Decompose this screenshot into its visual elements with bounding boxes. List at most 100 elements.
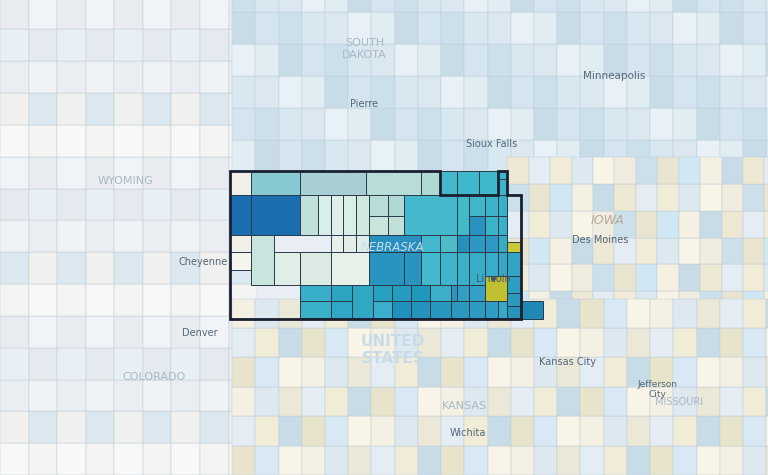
- Bar: [743, 416, 766, 446]
- Bar: [657, 210, 679, 238]
- Bar: [511, 108, 534, 140]
- Bar: [766, 387, 768, 416]
- Bar: [348, 140, 372, 171]
- Bar: [507, 252, 521, 276]
- Bar: [229, 0, 257, 29]
- Bar: [331, 252, 369, 301]
- Bar: [232, 328, 256, 358]
- Bar: [86, 61, 114, 93]
- Bar: [200, 252, 229, 284]
- Bar: [550, 184, 571, 210]
- Bar: [507, 238, 528, 265]
- Bar: [440, 195, 457, 235]
- Bar: [488, 108, 511, 140]
- Text: Sioux Falls: Sioux Falls: [465, 140, 517, 150]
- Text: Minneapolis: Minneapolis: [583, 71, 646, 81]
- Bar: [57, 284, 86, 316]
- Bar: [550, 157, 571, 184]
- Bar: [171, 61, 200, 93]
- Bar: [372, 299, 395, 328]
- Bar: [171, 157, 200, 189]
- Bar: [457, 235, 469, 252]
- Bar: [256, 328, 279, 358]
- Bar: [604, 299, 627, 328]
- Bar: [457, 301, 469, 318]
- Bar: [325, 416, 348, 446]
- Bar: [372, 12, 395, 44]
- Bar: [743, 0, 766, 12]
- Bar: [441, 416, 465, 446]
- Bar: [57, 380, 86, 411]
- Bar: [720, 0, 743, 12]
- Bar: [300, 301, 331, 318]
- Text: Lincoln: Lincoln: [475, 274, 510, 284]
- Bar: [720, 108, 743, 140]
- Bar: [521, 301, 543, 319]
- Text: Kansas City: Kansas City: [539, 357, 597, 367]
- Bar: [679, 265, 700, 291]
- Bar: [421, 252, 440, 285]
- Bar: [498, 301, 507, 318]
- Bar: [418, 328, 441, 358]
- Bar: [28, 93, 57, 125]
- Bar: [743, 76, 766, 108]
- Bar: [279, 328, 302, 358]
- Bar: [764, 184, 768, 210]
- Bar: [720, 446, 743, 475]
- Bar: [441, 76, 465, 108]
- Bar: [229, 252, 257, 284]
- Bar: [604, 0, 627, 12]
- Bar: [369, 235, 421, 285]
- Bar: [0, 189, 28, 220]
- Bar: [57, 348, 86, 380]
- Bar: [171, 380, 200, 411]
- Bar: [114, 316, 143, 348]
- Bar: [366, 171, 421, 195]
- Bar: [232, 140, 256, 171]
- Bar: [764, 291, 768, 318]
- Bar: [229, 29, 257, 61]
- Bar: [697, 328, 720, 358]
- Bar: [325, 76, 348, 108]
- Bar: [679, 238, 700, 265]
- Bar: [604, 76, 627, 108]
- Bar: [418, 446, 441, 475]
- Bar: [534, 108, 558, 140]
- Bar: [507, 276, 521, 293]
- Bar: [0, 284, 28, 316]
- Bar: [558, 387, 581, 416]
- Bar: [232, 44, 256, 76]
- Bar: [604, 108, 627, 140]
- Bar: [507, 184, 528, 210]
- Bar: [440, 285, 457, 301]
- Bar: [441, 358, 465, 387]
- Bar: [28, 443, 57, 475]
- Bar: [200, 411, 229, 443]
- Bar: [171, 348, 200, 380]
- Bar: [700, 291, 722, 318]
- Bar: [604, 12, 627, 44]
- Bar: [457, 285, 469, 301]
- Bar: [348, 0, 372, 12]
- Bar: [114, 348, 143, 380]
- Bar: [604, 416, 627, 446]
- Bar: [143, 0, 171, 29]
- Bar: [229, 189, 257, 220]
- Bar: [465, 358, 488, 387]
- Bar: [229, 316, 257, 348]
- Bar: [302, 140, 325, 171]
- Bar: [722, 210, 743, 238]
- Bar: [650, 446, 674, 475]
- Bar: [700, 184, 722, 210]
- Bar: [511, 140, 534, 171]
- Bar: [418, 76, 441, 108]
- Bar: [440, 235, 457, 252]
- Bar: [348, 44, 372, 76]
- Bar: [325, 358, 348, 387]
- Bar: [279, 76, 302, 108]
- Bar: [114, 157, 143, 189]
- Bar: [571, 157, 593, 184]
- Bar: [348, 12, 372, 44]
- Bar: [627, 328, 650, 358]
- Bar: [395, 76, 418, 108]
